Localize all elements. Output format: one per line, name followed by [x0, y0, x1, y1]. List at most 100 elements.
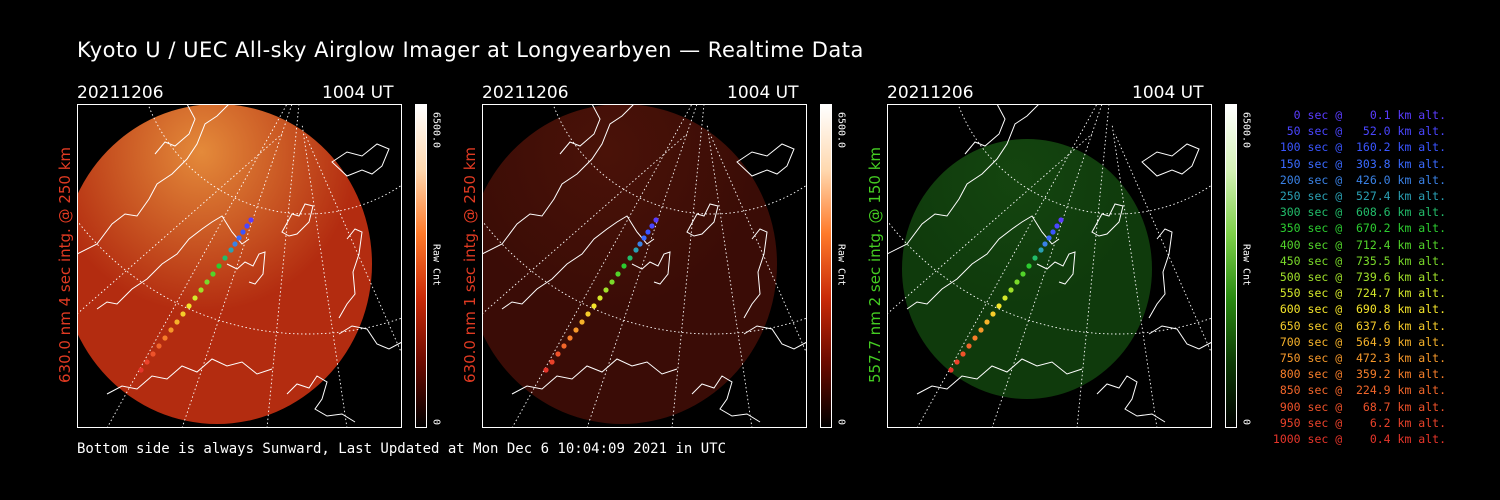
trajectory-point: [996, 303, 1002, 309]
legend-item: 400 sec @ 712.4 km alt.: [1272, 237, 1446, 252]
legend-item: 1000 sec @ 0.4 km alt.: [1272, 432, 1446, 447]
trajectory-point: [1042, 241, 1048, 247]
legend-item: 150 sec @ 303.8 km alt.: [1272, 156, 1446, 171]
colorbar-min-label: 0: [835, 418, 847, 426]
legend-item: 100 sec @ 160.2 km alt.: [1272, 140, 1446, 155]
page-title: Kyoto U / UEC All-sky Airglow Imager at …: [77, 38, 864, 62]
trajectory-point: [1026, 263, 1032, 269]
legend-item: 900 sec @ 68.7 km alt.: [1272, 399, 1446, 414]
panel-630nm-4sec: 20211206 1004 UT 630.0 nm 4 sec intg. @ …: [56, 80, 482, 432]
trajectory-point: [232, 241, 238, 247]
trajectory-point: [615, 271, 621, 277]
colorbar-max-label: 6500.0: [1240, 111, 1252, 149]
legend-item: 800 sec @ 359.2 km alt.: [1272, 367, 1446, 382]
trajectory-point: [573, 327, 579, 333]
trajectory-point: [567, 335, 573, 341]
legend-item: 0 sec @ 0.1 km alt.: [1272, 108, 1446, 122]
trajectory-point: [555, 351, 561, 357]
trajectory-point: [653, 217, 659, 223]
panel-557nm-2sec: 20211206 1004 UT 557.7 nm 2 sec intg. @ …: [866, 80, 1292, 432]
colorbar-min-label: 0: [430, 418, 442, 426]
trajectory-point: [633, 247, 639, 253]
trajectory-point: [954, 359, 960, 365]
trajectory-point: [1014, 279, 1020, 285]
trajectory-point: [180, 311, 186, 317]
panel-date: 20211206: [887, 83, 974, 103]
colorbar-unit-label: Raw Cnt: [1240, 243, 1252, 287]
legend-item: 50 sec @ 52.0 km alt.: [1272, 124, 1446, 139]
panel-wavelength-label: 557.7 nm 2 sec intg. @ 150 km: [866, 146, 884, 384]
trajectory-point: [240, 229, 246, 235]
trajectory-point: [162, 335, 168, 341]
legend-item: 500 sec @ 739.6 km alt.: [1272, 270, 1446, 285]
trajectory-point: [984, 319, 990, 325]
trajectory-point: [1054, 223, 1060, 229]
panel-wavelength-label: 630.0 nm 4 sec intg. @ 250 km: [56, 146, 74, 384]
trajectory-point: [174, 319, 180, 325]
legend-item: 650 sec @ 637.6 km alt.: [1272, 318, 1446, 333]
airglow-disk: [902, 139, 1152, 399]
trajectory-point: [1002, 295, 1008, 301]
trajectory-point: [168, 327, 174, 333]
trajectory-point: [1008, 287, 1014, 293]
trajectory-point: [1046, 235, 1052, 241]
trajectory-legend: 0 sec @ 0.1 km alt. 50 sec @ 52.0 km alt…: [1266, 107, 1446, 447]
legend-item: 550 sec @ 724.7 km alt.: [1272, 286, 1446, 301]
trajectory-point: [627, 255, 633, 261]
trajectory-point: [150, 351, 156, 357]
panel-wavelength-label: 630.0 nm 1 sec intg. @ 250 km: [461, 146, 479, 384]
trajectory-point: [228, 247, 234, 253]
trajectory-point: [645, 229, 651, 235]
trajectory-point: [216, 263, 222, 269]
trajectory-point: [1058, 217, 1064, 223]
trajectory-point: [222, 255, 228, 261]
legend-item: 750 sec @ 472.3 km alt.: [1272, 351, 1446, 366]
legend-item: 850 sec @ 224.9 km alt.: [1272, 383, 1446, 398]
trajectory-point: [1020, 271, 1026, 277]
legend-item: 600 sec @ 690.8 km alt.: [1272, 302, 1446, 317]
colorbar-max-label: 6500.0: [835, 111, 847, 149]
trajectory-point: [966, 343, 972, 349]
trajectory-point: [603, 287, 609, 293]
trajectory-point: [978, 327, 984, 333]
legend-item: 700 sec @ 564.9 km alt.: [1272, 334, 1446, 349]
legend-item: 950 sec @ 6.2 km alt.: [1272, 415, 1446, 430]
colorbar-min-label: 0: [1240, 418, 1252, 426]
trajectory-point: [1050, 229, 1056, 235]
trajectory-point: [156, 343, 162, 349]
trajectory-point: [990, 311, 996, 317]
trajectory-point: [543, 367, 549, 373]
trajectory-point: [192, 295, 198, 301]
trajectory-point: [637, 241, 643, 247]
colorbar-unit-label: Raw Cnt: [835, 243, 847, 287]
colorbar: [415, 104, 427, 428]
trajectory-point: [144, 359, 150, 365]
trajectory-point: [948, 367, 954, 373]
legend-item: 300 sec @ 608.6 km alt.: [1272, 205, 1446, 220]
airglow-disk: [77, 104, 372, 424]
colorbar: [1225, 104, 1237, 428]
trajectory-point: [186, 303, 192, 309]
trajectory-point: [1032, 255, 1038, 261]
panel-time: 1004 UT: [322, 83, 394, 103]
trajectory-point: [236, 235, 242, 241]
footer-note: Bottom side is always Sunward, Last Upda…: [77, 441, 727, 457]
allsky-map: [77, 104, 402, 428]
colorbar: [820, 104, 832, 428]
panel-time: 1004 UT: [1132, 83, 1204, 103]
colorbar-unit-label: Raw Cnt: [430, 243, 442, 287]
trajectory-point: [244, 223, 250, 229]
colorbar-max-label: 6500.0: [430, 111, 442, 149]
panel-date: 20211206: [77, 83, 164, 103]
legend-item: 350 sec @ 670.2 km alt.: [1272, 221, 1446, 236]
trajectory-point: [549, 359, 555, 365]
panel-date: 20211206: [482, 83, 569, 103]
trajectory-point: [210, 271, 216, 277]
panel-time: 1004 UT: [727, 83, 799, 103]
trajectory-point: [579, 319, 585, 325]
trajectory-point: [621, 263, 627, 269]
allsky-map: [887, 104, 1212, 428]
trajectory-point: [591, 303, 597, 309]
trajectory-point: [609, 279, 615, 285]
trajectory-point: [204, 279, 210, 285]
